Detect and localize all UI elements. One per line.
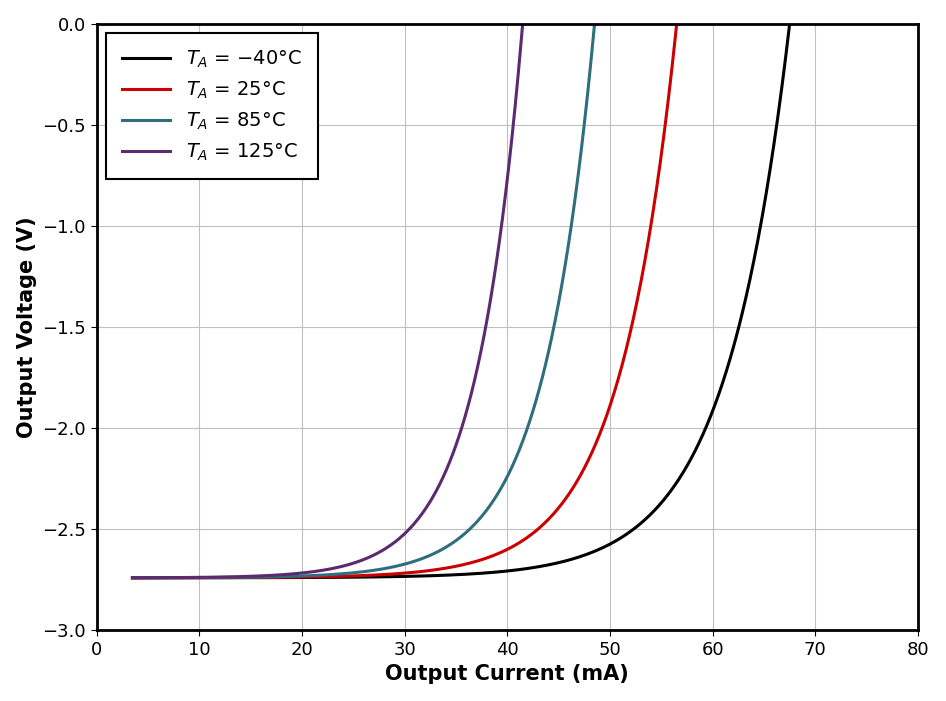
$T_A$ = 25°C bbox=[366, 571, 377, 579]
$T_A$ = 125°C bbox=[517, 20, 529, 28]
Line: $T_A$ = 125°C: $T_A$ = 125°C bbox=[132, 24, 523, 578]
Y-axis label: Output Voltage (V): Output Voltage (V) bbox=[17, 216, 37, 438]
$T_A$ = 25°C bbox=[183, 573, 194, 582]
$T_A$ = 125°C bbox=[127, 573, 138, 582]
$T_A$ = −40°C bbox=[639, 515, 651, 524]
Line: $T_A$ = 25°C: $T_A$ = 25°C bbox=[132, 24, 676, 578]
$T_A$ = 25°C bbox=[552, 506, 563, 515]
$T_A$ = −40°C bbox=[784, 20, 796, 28]
$T_A$ = 25°C bbox=[127, 573, 138, 582]
$T_A$ = −40°C bbox=[651, 504, 662, 512]
$T_A$ = 85°C bbox=[444, 540, 455, 549]
Line: $T_A$ = 85°C: $T_A$ = 85°C bbox=[132, 24, 594, 578]
$T_A$ = 85°C bbox=[174, 573, 185, 582]
$T_A$ = 125°C bbox=[285, 570, 296, 578]
$T_A$ = 85°C bbox=[314, 571, 325, 580]
Line: $T_A$ = −40°C: $T_A$ = −40°C bbox=[132, 24, 790, 578]
$T_A$ = 25°C bbox=[500, 545, 512, 554]
$T_A$ = −40°C bbox=[127, 573, 138, 582]
$T_A$ = 85°C bbox=[496, 484, 507, 492]
$T_A$ = 25°C bbox=[561, 493, 572, 501]
$T_A$ = −40°C bbox=[194, 573, 205, 582]
$T_A$ = 85°C bbox=[127, 573, 138, 582]
Legend: $T_A$ = −40°C, $T_A$ = 25°C, $T_A$ = 85°C, $T_A$ = 125°C: $T_A$ = −40°C, $T_A$ = 25°C, $T_A$ = 85°… bbox=[106, 34, 318, 179]
$T_A$ = 25°C bbox=[347, 572, 359, 580]
$T_A$ = 125°C bbox=[299, 569, 310, 577]
$T_A$ = 85°C bbox=[588, 20, 600, 28]
$T_A$ = 125°C bbox=[166, 573, 178, 582]
X-axis label: Output Current (mA): Output Current (mA) bbox=[385, 665, 629, 684]
$T_A$ = −40°C bbox=[416, 572, 428, 580]
$T_A$ = 85°C bbox=[487, 497, 499, 505]
$T_A$ = 85°C bbox=[330, 570, 342, 578]
$T_A$ = −40°C bbox=[578, 551, 589, 559]
$T_A$ = −40°C bbox=[393, 572, 404, 580]
$T_A$ = 25°C bbox=[671, 20, 682, 28]
$T_A$ = 125°C bbox=[438, 472, 449, 480]
$T_A$ = 125°C bbox=[394, 533, 406, 542]
$T_A$ = 125°C bbox=[431, 486, 443, 494]
